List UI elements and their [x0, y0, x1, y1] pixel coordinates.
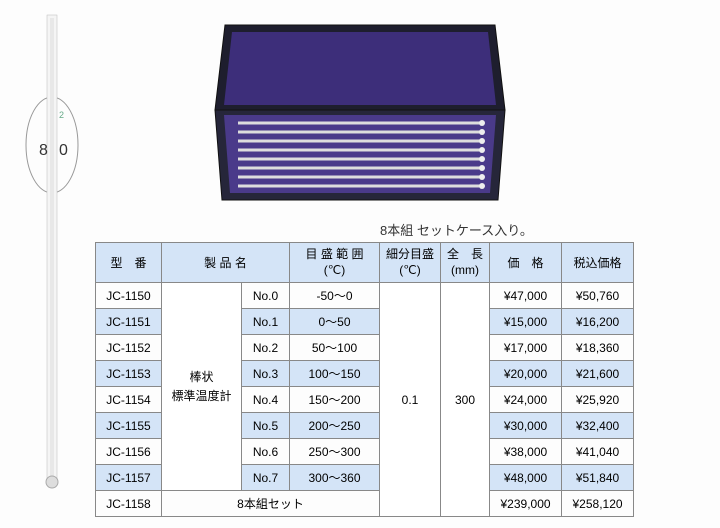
- product-table: 型 番 製 品 名 目 盛 範 囲(℃) 細分目盛(℃) 全 長(mm) 価 格…: [95, 242, 634, 517]
- cell-no: No.2: [242, 335, 290, 361]
- cell-range: 0～50: [290, 309, 380, 335]
- cell-range: 200～250: [290, 413, 380, 439]
- svg-text:8: 8: [39, 142, 48, 159]
- cell-model: JC-1153: [96, 361, 162, 387]
- cell-range: 150～200: [290, 387, 380, 413]
- cell-model: JC-1157: [96, 465, 162, 491]
- cell-price: ¥17,000: [490, 335, 562, 361]
- cell-taxprice: ¥41,040: [562, 439, 634, 465]
- header-name: 製 品 名: [162, 243, 290, 283]
- cell-taxprice: ¥21,600: [562, 361, 634, 387]
- cell-set-label: 8本組セット: [162, 491, 380, 517]
- cell-taxprice: ¥25,920: [562, 387, 634, 413]
- cell-taxprice: ¥258,120: [562, 491, 634, 517]
- cell-no: No.7: [242, 465, 290, 491]
- cell-price: ¥30,000: [490, 413, 562, 439]
- header-price: 価 格: [490, 243, 562, 283]
- cell-model: JC-1154: [96, 387, 162, 413]
- cell-price: ¥20,000: [490, 361, 562, 387]
- cell-no: No.0: [242, 283, 290, 309]
- cell-range: 100～150: [290, 361, 380, 387]
- table-header-row: 型 番 製 品 名 目 盛 範 囲(℃) 細分目盛(℃) 全 長(mm) 価 格…: [96, 243, 634, 283]
- table-row-set: JC-11588本組セット ¥239,000¥258,120: [96, 491, 634, 517]
- header-range: 目 盛 範 囲(℃): [290, 243, 380, 283]
- svg-text:0: 0: [59, 142, 68, 159]
- case-caption: 8本組 セットケース入り。: [380, 220, 533, 239]
- thermometer-image: 8 0 2: [25, 10, 80, 490]
- cell-price: ¥239,000: [490, 491, 562, 517]
- cell-model: JC-1158: [96, 491, 162, 517]
- cell-scale: 0.1: [380, 283, 441, 517]
- cell-price: ¥38,000: [490, 439, 562, 465]
- cell-taxprice: ¥32,400: [562, 413, 634, 439]
- svg-text:2: 2: [59, 110, 64, 120]
- cell-no: No.3: [242, 361, 290, 387]
- cell-no: No.4: [242, 387, 290, 413]
- cell-no: No.6: [242, 439, 290, 465]
- header-model: 型 番: [96, 243, 162, 283]
- thermometer-case-image: [210, 15, 510, 210]
- cell-range: 300～360: [290, 465, 380, 491]
- header-taxprice: 税込価格: [562, 243, 634, 283]
- cell-taxprice: ¥50,760: [562, 283, 634, 309]
- header-scale: 細分目盛(℃): [380, 243, 441, 283]
- cell-price: ¥47,000: [490, 283, 562, 309]
- cell-no: No.1: [242, 309, 290, 335]
- cell-taxprice: ¥18,360: [562, 335, 634, 361]
- cell-model: JC-1150: [96, 283, 162, 309]
- cell-range: 50～100: [290, 335, 380, 361]
- cell-length: 300: [441, 283, 490, 517]
- cell-taxprice: ¥16,200: [562, 309, 634, 335]
- cell-taxprice: ¥51,840: [562, 465, 634, 491]
- cell-price: ¥15,000: [490, 309, 562, 335]
- header-length: 全 長(mm): [441, 243, 490, 283]
- cell-price: ¥24,000: [490, 387, 562, 413]
- cell-range: -50～0: [290, 283, 380, 309]
- cell-price: ¥48,000: [490, 465, 562, 491]
- cell-model: JC-1152: [96, 335, 162, 361]
- cell-range: 250～300: [290, 439, 380, 465]
- cell-model: JC-1155: [96, 413, 162, 439]
- cell-product-name: 棒状標準温度計: [162, 283, 242, 491]
- table-row: JC-1150棒状標準温度計No.0-50～00.1300¥47,000¥50,…: [96, 283, 634, 309]
- cell-model: JC-1151: [96, 309, 162, 335]
- cell-model: JC-1156: [96, 439, 162, 465]
- cell-no: No.5: [242, 413, 290, 439]
